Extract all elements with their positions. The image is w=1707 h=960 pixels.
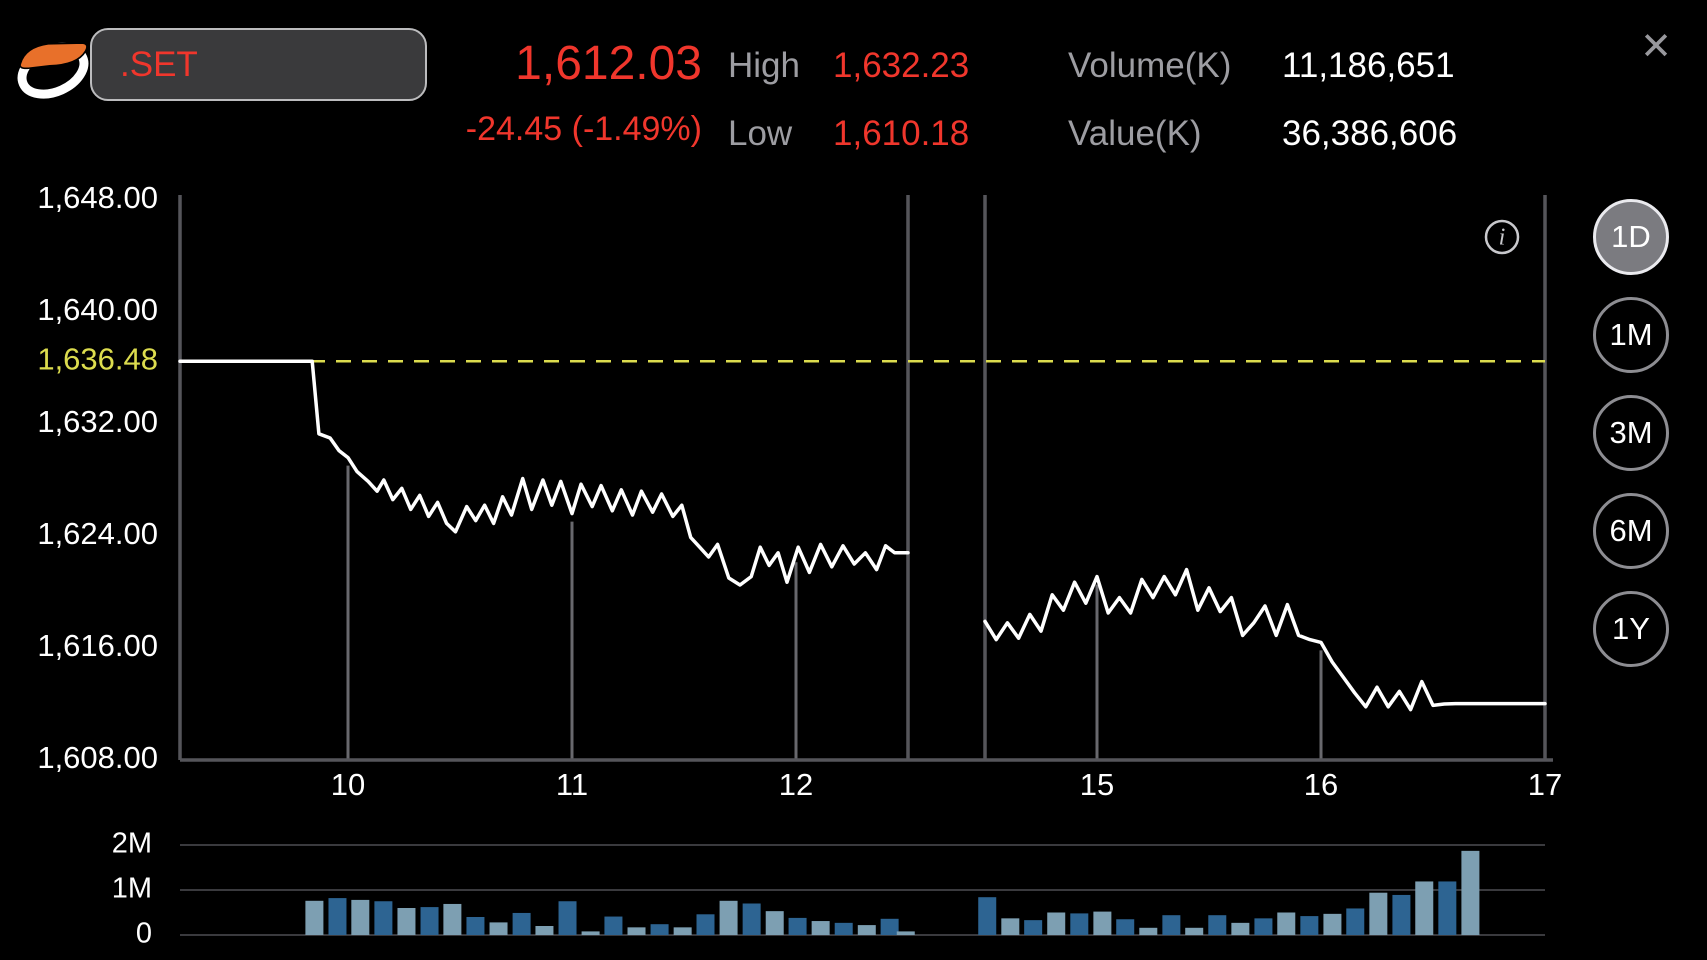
volume-bar <box>1231 922 1250 935</box>
low-value: 1,610.18 <box>833 114 970 153</box>
price-axis-label: 1,616.00 <box>37 628 158 663</box>
volume-bar <box>896 931 915 935</box>
volume-bar <box>489 922 508 935</box>
volume-bar <box>857 925 876 935</box>
volume-bar <box>581 931 600 935</box>
range-button-1m[interactable]: 1M <box>1593 297 1669 373</box>
volume-bar <box>1047 912 1066 935</box>
volume-bar <box>466 917 485 935</box>
high-value: 1,632.23 <box>833 46 970 85</box>
volume-bar <box>305 900 324 935</box>
time-axis: 10 11 12 15 16 17 <box>331 767 1562 802</box>
volume-bar <box>512 912 531 935</box>
volume-bar <box>1070 913 1089 935</box>
svg-text:i: i <box>1499 225 1506 251</box>
high-label: High <box>728 46 800 85</box>
volume-bar <box>443 903 462 935</box>
time-axis-label: 12 <box>779 767 813 802</box>
symbol-input[interactable]: .SET <box>90 28 427 101</box>
volume-bar <box>811 921 830 935</box>
close-button[interactable]: ✕ <box>1640 25 1672 68</box>
volume-axis-label: 2M <box>112 828 152 860</box>
time-axis-label: 11 <box>556 767 588 802</box>
volume-value: 11,186,651 <box>1282 46 1455 85</box>
volume-bar <box>1461 850 1480 935</box>
volume-bar <box>328 898 347 935</box>
volume-bar <box>1415 881 1434 935</box>
time-axis-label: 17 <box>1528 767 1562 802</box>
volume-bar <box>1162 915 1181 935</box>
volume-bar <box>1139 927 1158 935</box>
range-button-1y[interactable]: 1Y <box>1593 591 1669 667</box>
volume-bar <box>351 899 370 935</box>
volume-bar <box>1001 918 1020 935</box>
volume-bar <box>788 917 807 935</box>
info-icon[interactable]: i <box>1484 219 1520 255</box>
volume-bars <box>305 850 1480 935</box>
volume-bar <box>1024 920 1043 935</box>
volume-bar <box>1093 911 1112 935</box>
symbol-text: .SET <box>120 44 198 84</box>
volume-bar <box>558 901 577 935</box>
volume-bar <box>696 914 715 935</box>
price-axis-label: 1,624.00 <box>37 516 158 551</box>
chart-axes <box>178 195 1553 762</box>
broker-logo <box>12 26 94 104</box>
volume-bar <box>978 897 997 935</box>
volume-bar <box>673 927 692 935</box>
volume-axis-label: 1M <box>112 873 152 905</box>
volume-bar <box>1438 881 1457 935</box>
volume-bar <box>834 922 853 935</box>
volume-bar <box>1369 892 1388 935</box>
volume-bar <box>650 924 669 935</box>
time-axis-label: 16 <box>1304 767 1338 802</box>
volume-bar <box>1346 908 1365 935</box>
price-line-morning <box>178 359 910 587</box>
price-axis-label: 1,640.00 <box>37 292 158 327</box>
volume-bar <box>420 907 439 935</box>
volume-bar <box>1277 912 1296 935</box>
value-value: 36,386,606 <box>1282 114 1458 153</box>
price-axis-label: 1,648.00 <box>37 180 158 215</box>
volume-bar <box>535 926 554 935</box>
volume-bar <box>1185 927 1204 935</box>
volume-bar <box>627 927 646 935</box>
last-price: 1,612.03 <box>515 37 702 90</box>
volume-bar <box>1116 919 1135 935</box>
volume-bar <box>1392 894 1411 935</box>
low-label: Low <box>728 114 793 153</box>
volume-bar <box>1254 918 1273 935</box>
volume-bar <box>1300 916 1319 935</box>
volume-bar <box>374 901 393 935</box>
price-axis-label: 1,608.00 <box>37 740 158 775</box>
price-line-afternoon <box>983 567 1547 712</box>
hour-droplines <box>346 465 1323 760</box>
volume-bar <box>397 908 416 935</box>
volume-bar <box>880 918 899 935</box>
range-button-6m[interactable]: 6M <box>1593 493 1669 569</box>
volume-label: Volume(K) <box>1068 46 1232 85</box>
price-change: -24.45 (-1.49%) <box>465 110 702 148</box>
volume-bar <box>1208 915 1227 935</box>
volume-bar <box>742 903 761 935</box>
volume-bar <box>765 911 784 935</box>
range-button-1d[interactable]: 1D <box>1593 199 1669 275</box>
range-button-3m[interactable]: 3M <box>1593 395 1669 471</box>
volume-bar <box>1323 913 1342 935</box>
price-axis-label: 1,632.00 <box>37 404 158 439</box>
prev-close-label: 1,636.48 <box>37 341 158 376</box>
time-axis-label: 10 <box>331 767 365 802</box>
time-axis-label: 15 <box>1080 767 1114 802</box>
price-axis: 1,648.00 1,640.00 1,632.00 1,624.00 1,616.00… <box>37 180 158 775</box>
value-label: Value(K) <box>1068 114 1202 153</box>
volume-bar <box>604 916 623 935</box>
volume-bar <box>719 900 738 935</box>
volume-axis-label: 0 <box>136 918 152 950</box>
